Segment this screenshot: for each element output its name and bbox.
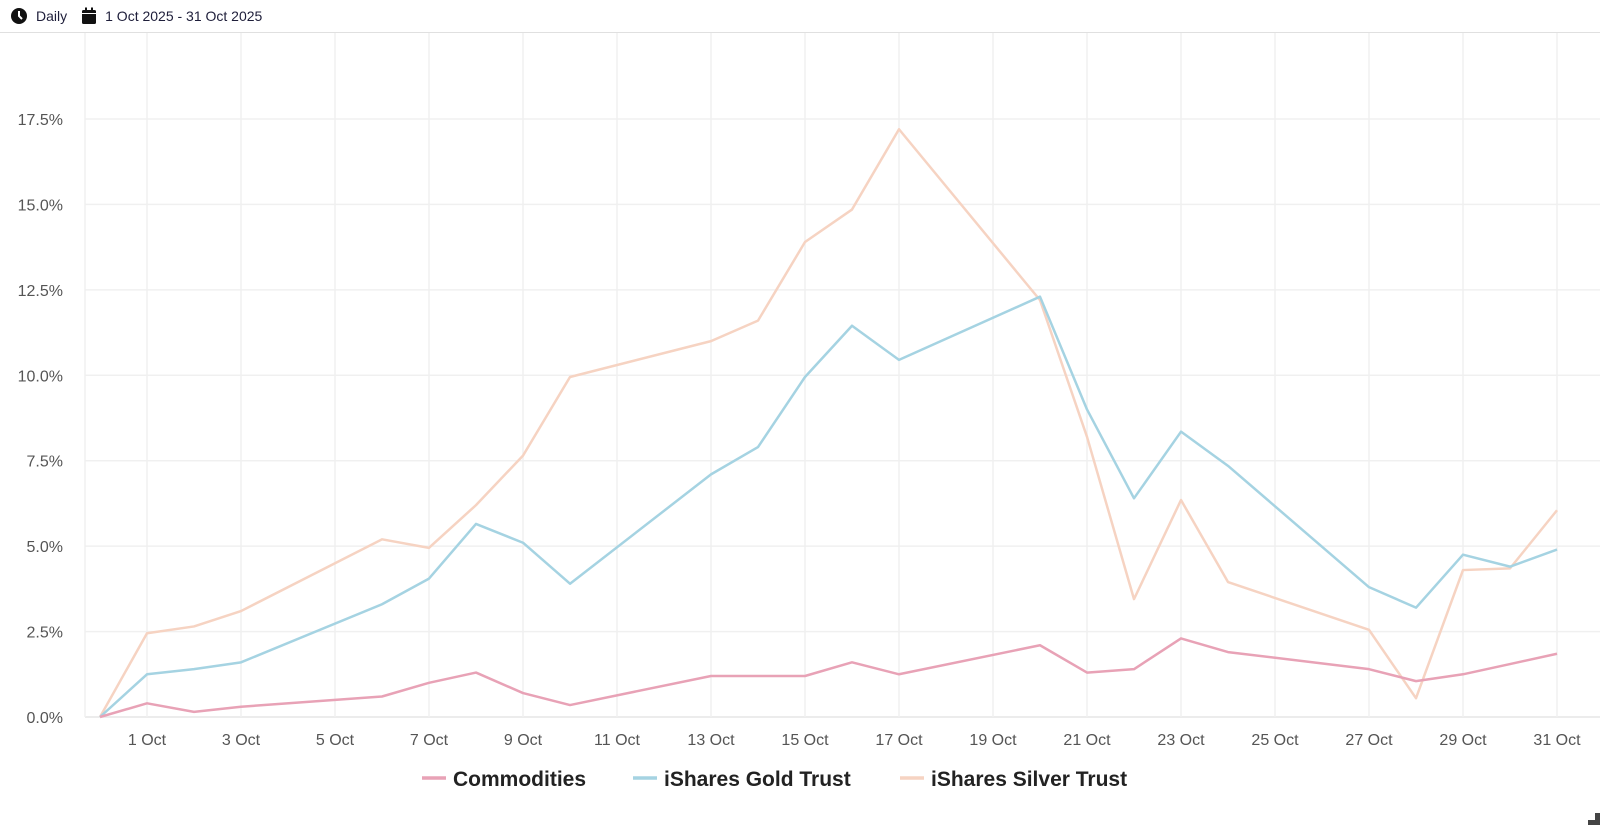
x-tick-label: 29 Oct [1439, 732, 1487, 749]
calendar-icon [82, 7, 97, 24]
x-tick-label: 25 Oct [1251, 732, 1299, 749]
x-tick-label: 21 Oct [1063, 732, 1111, 749]
legend-item: Commodities [453, 768, 586, 791]
x-tick-label: 15 Oct [781, 732, 829, 749]
date-range-selector[interactable]: 1 Oct 2025 - 31 Oct 2025 [81, 7, 262, 25]
y-tick-label: 0.0% [27, 710, 63, 727]
x-tick-label: 7 Oct [410, 732, 449, 749]
x-tick-label: 31 Oct [1533, 732, 1581, 749]
y-tick-label: 17.5% [18, 112, 63, 129]
x-tick-label: 5 Oct [316, 732, 355, 749]
y-tick-label: 10.0% [18, 368, 63, 385]
x-tick-label: 19 Oct [969, 732, 1017, 749]
toolbar: Daily 1 Oct 2025 - 31 Oct 2025 [0, 0, 1600, 33]
interval-label: Daily [36, 8, 68, 24]
legend-item: iShares Silver Trust [931, 768, 1127, 791]
y-tick-label: 5.0% [27, 539, 63, 556]
resize-handle[interactable] [1588, 813, 1600, 825]
interval-selector[interactable]: Daily [10, 7, 67, 25]
legend-item: iShares Gold Trust [664, 768, 851, 791]
y-tick-label: 2.5% [27, 625, 63, 642]
series-line-ishares-silver-trust [98, 128, 1558, 718]
y-tick-label: 15.0% [18, 197, 63, 214]
clock-icon [11, 8, 27, 24]
x-tick-label: 17 Oct [875, 732, 923, 749]
x-tick-label: 3 Oct [222, 732, 261, 749]
x-tick-label: 23 Oct [1157, 732, 1205, 749]
date-range-label: 1 Oct 2025 - 31 Oct 2025 [105, 8, 263, 24]
series-line-ishares-gold-trust [99, 295, 1558, 718]
x-tick-label: 27 Oct [1345, 732, 1393, 749]
x-tick-label: 11 Oct [594, 732, 641, 749]
y-tick-label: 7.5% [27, 454, 63, 471]
x-tick-label: 13 Oct [687, 732, 735, 749]
series-line-commodities [99, 637, 1558, 719]
x-tick-label: 9 Oct [504, 732, 543, 749]
y-tick-label: 12.5% [18, 283, 63, 300]
x-tick-label: 1 Oct [128, 732, 167, 749]
